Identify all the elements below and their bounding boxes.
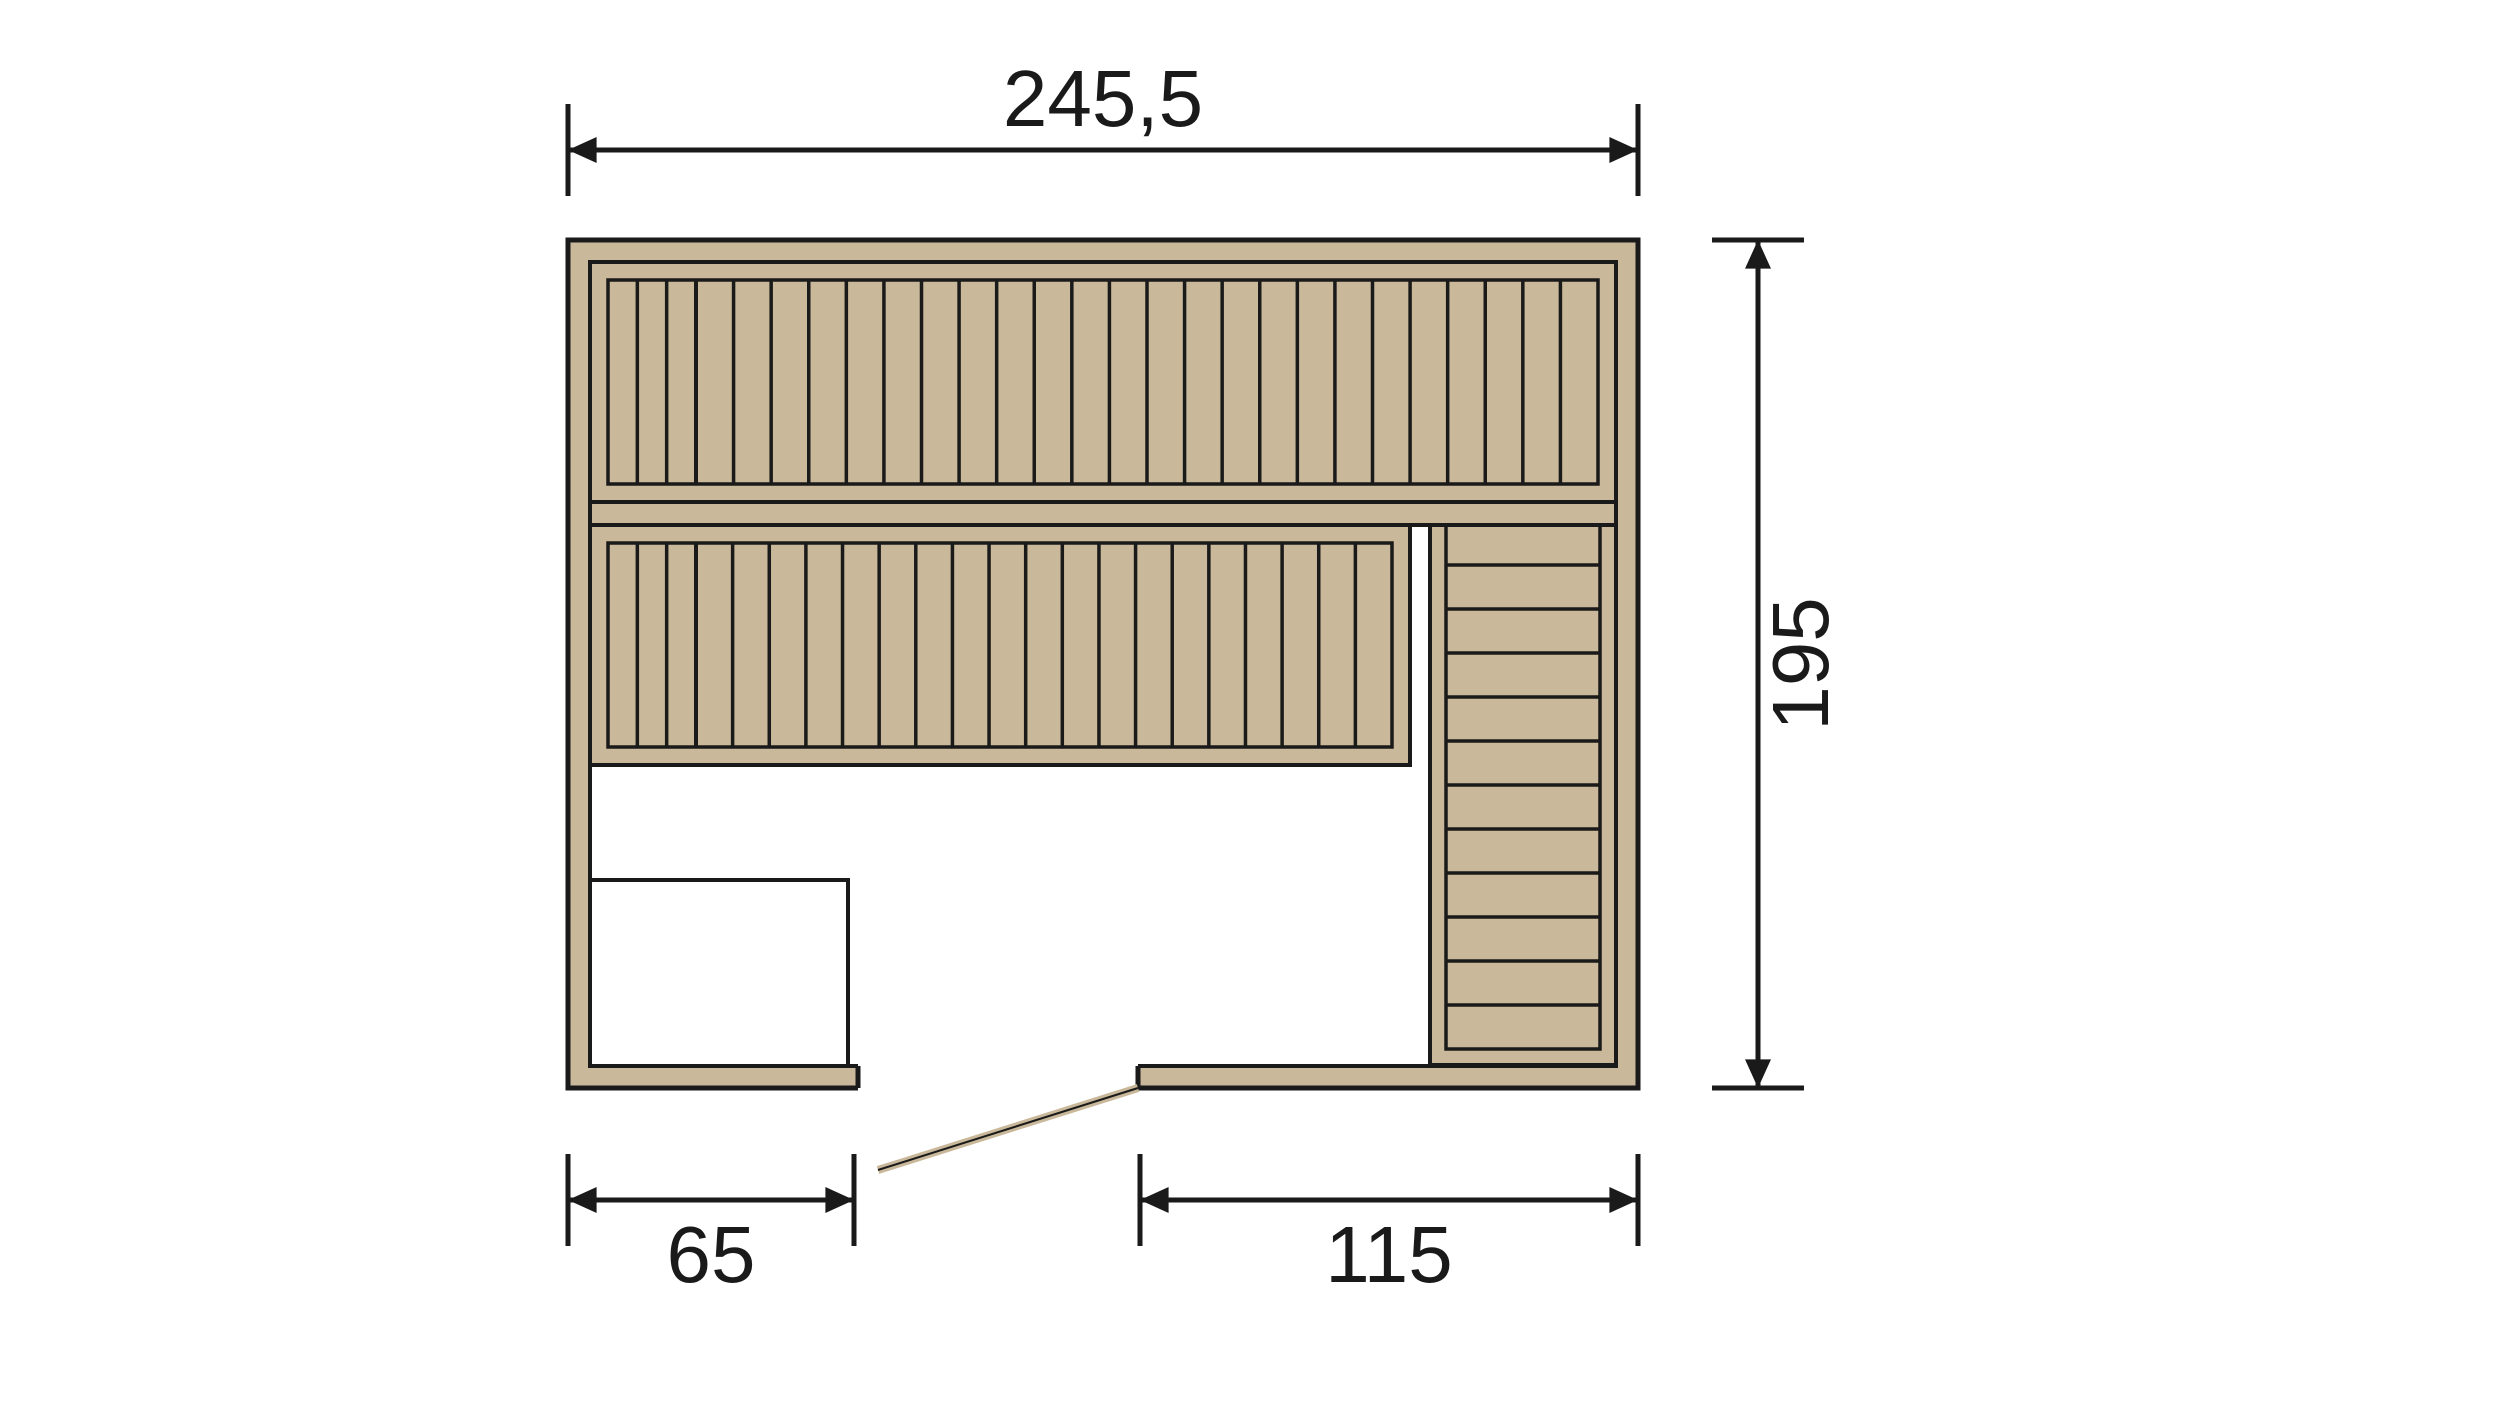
heater-box [590, 880, 848, 1066]
bench-side [1430, 505, 1616, 1065]
bench-top [590, 262, 1616, 502]
dimension-right: 195 [1712, 240, 1845, 1088]
dimension-bottom-right-label: 115 [1325, 1210, 1453, 1299]
dimension-bottom-right: 115 [1140, 1154, 1638, 1299]
dimension-right-label: 195 [1756, 597, 1845, 730]
floorplan-diagram: 245,5 195 65 115 [0, 0, 2500, 1407]
dimension-bottom-left-label: 65 [667, 1210, 756, 1299]
bench-middle [590, 525, 1410, 765]
dimension-bottom-left: 65 [568, 1154, 854, 1299]
dimension-top-label: 245,5 [1003, 54, 1203, 143]
bench-spacer [590, 502, 1616, 525]
dimension-top: 245,5 [568, 54, 1638, 196]
